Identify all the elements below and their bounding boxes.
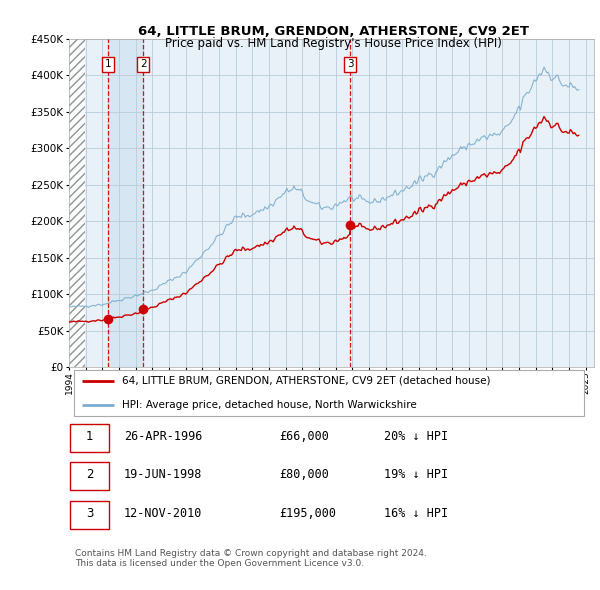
Text: Contains HM Land Registry data © Crown copyright and database right 2024.
This d: Contains HM Land Registry data © Crown c… [76, 549, 427, 568]
Text: HPI: Average price, detached house, North Warwickshire: HPI: Average price, detached house, Nort… [121, 399, 416, 409]
Text: 2: 2 [140, 60, 146, 70]
Text: 2: 2 [86, 468, 93, 481]
FancyBboxPatch shape [70, 501, 109, 529]
Bar [69, 39, 85, 367]
Text: 16% ↓ HPI: 16% ↓ HPI [384, 507, 448, 520]
Text: 64, LITTLE BRUM, GRENDON, ATHERSTONE, CV9 2ET: 64, LITTLE BRUM, GRENDON, ATHERSTONE, CV… [137, 25, 529, 38]
Text: 26-APR-1996: 26-APR-1996 [124, 430, 203, 443]
Text: Price paid vs. HM Land Registry's House Price Index (HPI): Price paid vs. HM Land Registry's House … [164, 37, 502, 50]
Text: 19% ↓ HPI: 19% ↓ HPI [384, 468, 448, 481]
Text: 3: 3 [86, 507, 93, 520]
Text: 12-NOV-2010: 12-NOV-2010 [124, 507, 203, 520]
Text: 1: 1 [104, 60, 111, 70]
FancyBboxPatch shape [70, 462, 109, 490]
Text: £80,000: £80,000 [279, 468, 329, 481]
Text: 19-JUN-1998: 19-JUN-1998 [124, 468, 203, 481]
FancyBboxPatch shape [70, 424, 109, 452]
Text: £195,000: £195,000 [279, 507, 336, 520]
Bar [107, 39, 143, 367]
Text: 64, LITTLE BRUM, GRENDON, ATHERSTONE, CV9 2ET (detached house): 64, LITTLE BRUM, GRENDON, ATHERSTONE, CV… [121, 376, 490, 386]
Text: £66,000: £66,000 [279, 430, 329, 443]
FancyBboxPatch shape [74, 370, 583, 416]
Text: 1: 1 [86, 430, 93, 443]
Text: 20% ↓ HPI: 20% ↓ HPI [384, 430, 448, 443]
Text: 3: 3 [347, 60, 353, 70]
